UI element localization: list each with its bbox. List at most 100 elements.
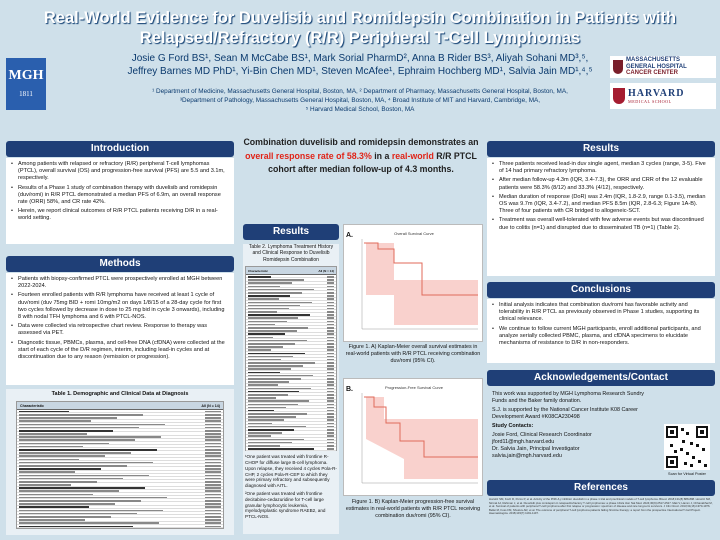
table-row [17, 483, 223, 487]
table-row [246, 419, 336, 422]
table-row [17, 436, 223, 439]
conclusions-bullet: Initial analysis indicates that combinat… [492, 302, 710, 324]
table1-col2: All (N = 14) [201, 404, 220, 408]
table-row [246, 444, 336, 448]
table-row [246, 333, 336, 336]
table-row [17, 493, 223, 497]
affil-line-1: ¹ Department of Medicine, Massachusetts … [152, 88, 568, 95]
references-header: References [487, 480, 715, 496]
table-row [246, 368, 336, 371]
mgh-logo-year: 1811 [19, 90, 33, 98]
table-row [246, 380, 336, 384]
table-row [17, 512, 223, 516]
ack-contacts-label: Study Contacts: [492, 423, 534, 429]
ack-body: This work was supported by MGH Lymphoma … [487, 389, 663, 479]
os-curve-chart: A. Overall Survival Curve [346, 231, 478, 330]
methods-body: Patients with biopsy-confirmed PTCL were… [6, 273, 234, 385]
methods-bullet: Data were collected via retrospective ch… [11, 323, 229, 337]
table-row [17, 455, 223, 458]
table-row [246, 387, 336, 390]
table-row [246, 438, 336, 441]
table-row [246, 307, 336, 311]
table-row [17, 420, 223, 423]
table-row [246, 396, 336, 400]
results-bullet: Treatment was overall well-tolerated wit… [492, 217, 710, 231]
table-row [17, 416, 223, 420]
table-row [246, 294, 336, 298]
table-row [246, 345, 336, 349]
methods-bullet: Fourteen enrolled patients with R/R lymp… [11, 292, 229, 321]
references-body: Horwitz SM, Koch R, Porcu P, et al. Acti… [489, 498, 713, 516]
table-row [17, 464, 223, 468]
intro-bullet: Among patients with relapsed or refracto… [11, 161, 229, 183]
table-row [246, 409, 336, 413]
table-row [246, 304, 336, 308]
table-row [17, 525, 223, 528]
results-bullet: After median follow-up 4.3m (IQR, 3.4-7.… [492, 177, 710, 191]
cc-line-1: MASSACHUSETTS [626, 57, 681, 64]
qr-code-icon [666, 426, 708, 468]
table-row [246, 291, 336, 295]
table-row [17, 515, 223, 519]
fig-a-title: Overall Survival Curve [394, 231, 435, 236]
table-row [17, 413, 223, 417]
intro-bullet: Results of a Phase 1 study of combinatio… [11, 185, 229, 207]
table1-panel: Table 1. Demographic and Clinical Data a… [6, 389, 234, 535]
table-row [246, 310, 336, 314]
results-center-header: Results [243, 224, 339, 240]
table-row [246, 329, 336, 333]
table-row [246, 326, 336, 330]
results-right-header: Results [487, 141, 715, 157]
table-row [246, 435, 336, 438]
statement-highlight-real-world: real-world [391, 150, 434, 161]
ack-p2: S.J. is supported by the National Cancer… [492, 407, 638, 420]
methods-header: Methods [6, 256, 234, 272]
table-row [246, 371, 336, 375]
table-row [17, 496, 223, 500]
ack-header: Acknowledgements/Contact [487, 370, 715, 386]
intro-header: Introduction [6, 141, 234, 157]
table-row [246, 339, 336, 343]
table-row [246, 406, 336, 410]
table-row [17, 487, 223, 490]
table-row [246, 323, 336, 327]
table-row [17, 518, 223, 522]
conclusions-body: Initial analysis indicates that combinat… [487, 299, 715, 363]
harvard-text: HARVARD [628, 87, 685, 99]
figure-1a: A. Overall Survival Curve [343, 224, 483, 342]
table2-footnotes: ¹One patient was treated with frontline … [243, 451, 339, 520]
table-row [17, 490, 223, 493]
table-row [17, 451, 223, 455]
table-row [17, 474, 223, 477]
cancer-center-logo: MASSACHUSETTS GENERAL HOSPITAL CANCER CE… [610, 56, 716, 78]
conclusions-bullet: We continue to follow current MGH partic… [492, 326, 710, 348]
table-row [246, 384, 336, 387]
contact-email-1[interactable]: jford11@mgh.harvard.edu [492, 439, 555, 445]
statement-mid: in a [371, 150, 392, 161]
table2-rows [246, 275, 336, 451]
table-row [17, 442, 223, 446]
table-row [246, 377, 336, 381]
table-row [246, 361, 336, 365]
table-row [246, 374, 336, 378]
table-row [17, 480, 223, 484]
table-row [17, 509, 223, 512]
authors-line-2: Jeffrey Barnes MD PhD¹, Yi-Bin Chen MD¹,… [127, 66, 593, 77]
fig-b-survival-line [364, 396, 478, 458]
table-row [246, 282, 336, 285]
table1: Characteristic All (N = 14) [16, 401, 224, 529]
table-row [246, 425, 336, 429]
footnote-2: ²One patient was treated with frontline … [245, 491, 326, 520]
qr-code[interactable] [664, 424, 710, 470]
table-row [17, 461, 223, 465]
fig-b-caption: Figure 1. B) Kaplan-Meier progression-fr… [345, 499, 481, 519]
contact-1: Josie Ford, Clinical Research Coordinato… [492, 432, 592, 438]
table-row [246, 320, 336, 324]
fig-a-label: A. [346, 232, 353, 239]
affil-line-2: ³Department of Pathology, Massachusetts … [179, 97, 541, 104]
methods-bullet: Patients with biopsy-confirmed PTCL were… [11, 276, 229, 290]
key-finding-statement: Combination duvelisib and romidepsin dem… [243, 136, 479, 177]
contact-email-2[interactable]: salvia.jain@mgh.harvard.edu [492, 453, 562, 459]
table-row [246, 447, 336, 451]
table1-rows [17, 410, 223, 528]
